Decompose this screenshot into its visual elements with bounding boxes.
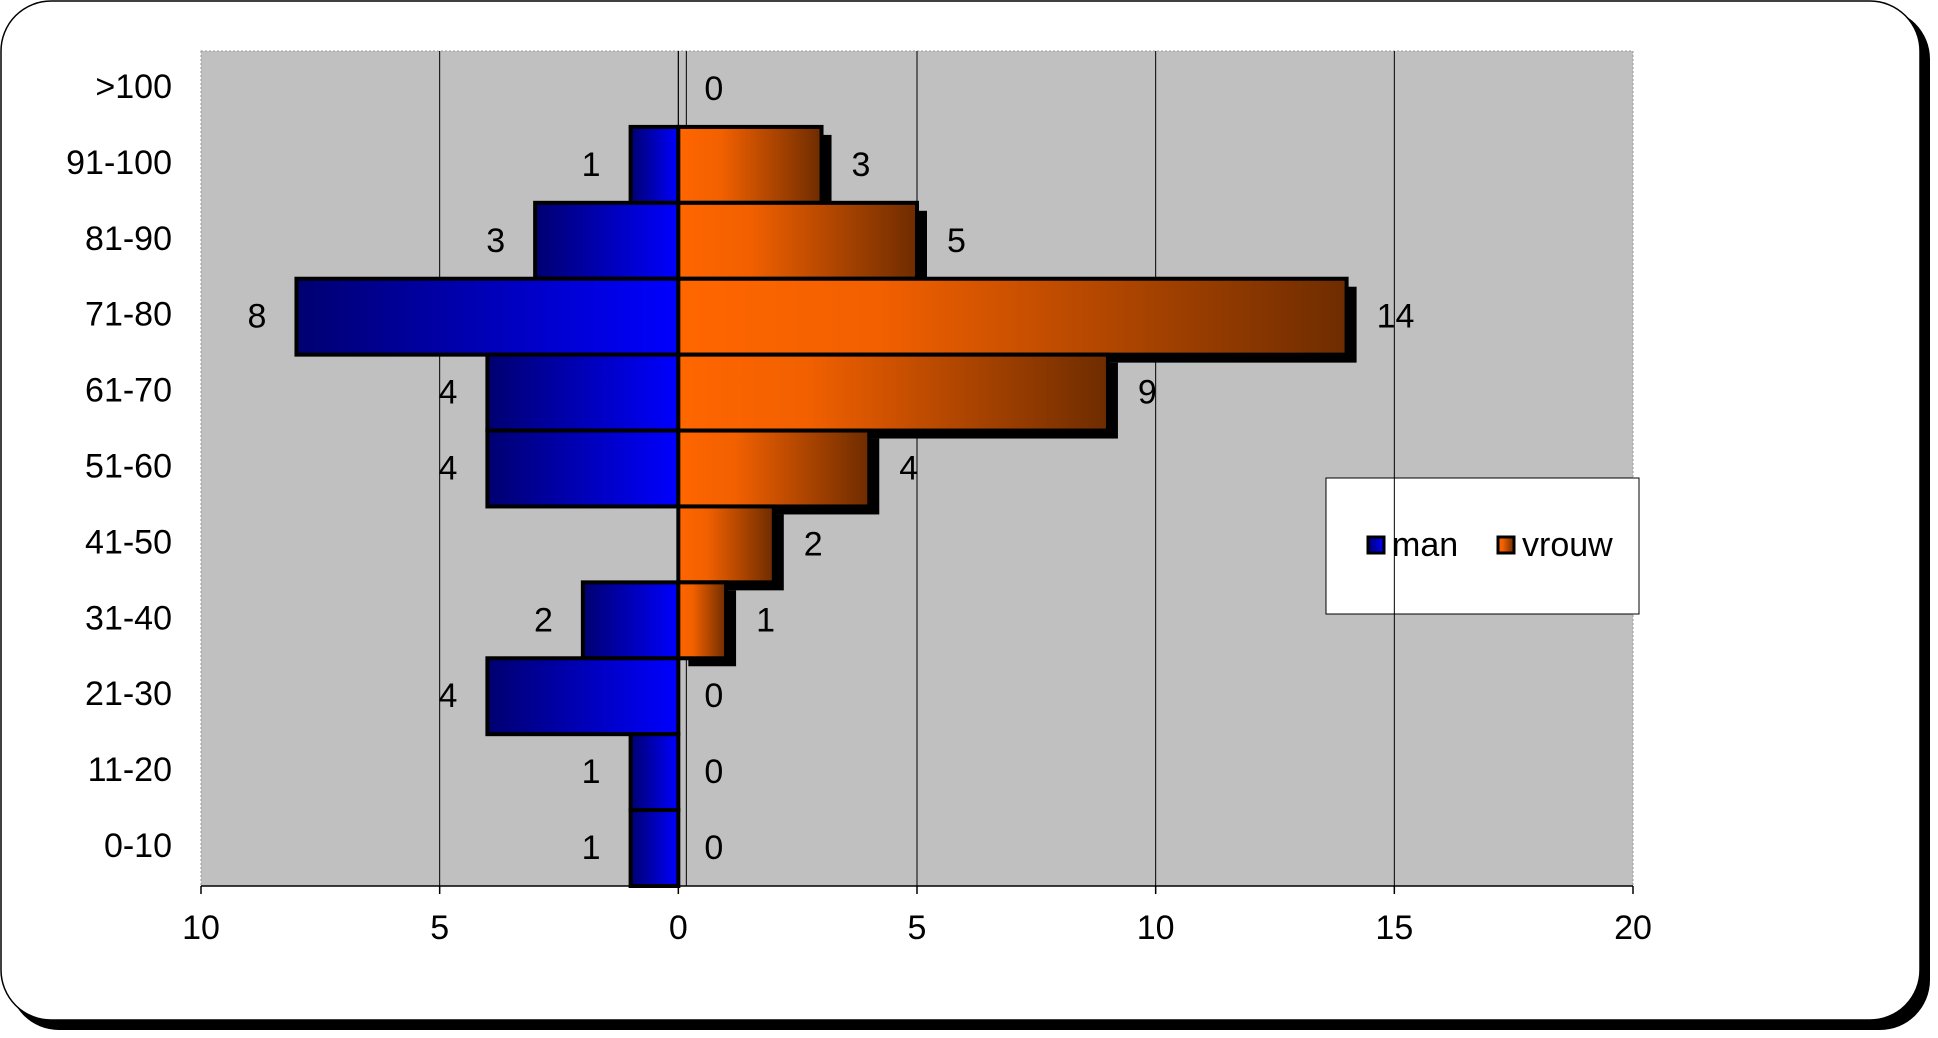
y-tick-label: 41-50 xyxy=(85,523,172,561)
value-label: 0 xyxy=(704,70,723,108)
x-tick-label: 5 xyxy=(908,909,927,947)
bar xyxy=(676,124,824,205)
bar xyxy=(676,352,1110,433)
bar xyxy=(676,580,729,661)
x-tick-label: 20 xyxy=(1614,909,1652,947)
value-label: 1 xyxy=(582,829,601,867)
bar xyxy=(628,732,681,813)
value-label: 0 xyxy=(704,829,723,867)
value-label: 2 xyxy=(534,601,553,639)
legend-swatch xyxy=(1366,535,1386,555)
y-tick-label: 31-40 xyxy=(85,599,172,637)
value-label: 3 xyxy=(852,146,871,184)
value-label: 4 xyxy=(438,374,457,412)
x-tick-label: 10 xyxy=(1137,909,1175,947)
y-tick-label: 21-30 xyxy=(85,675,172,713)
bar xyxy=(580,580,681,661)
y-tick-label: 11-20 xyxy=(88,751,172,789)
legend-swatch xyxy=(1496,535,1516,555)
value-label: 1 xyxy=(756,601,775,639)
y-tick-label: 91-100 xyxy=(66,144,172,182)
y-tick-label: 61-70 xyxy=(85,372,172,410)
y-tick-label: 0-10 xyxy=(104,827,172,865)
legend: man vrouw xyxy=(1325,477,1640,615)
bar xyxy=(485,352,681,433)
value-label: 1 xyxy=(582,753,601,791)
legend-label: vrouw xyxy=(1522,526,1613,564)
bar xyxy=(628,808,681,888)
value-label: 9 xyxy=(1138,374,1157,412)
value-label: 5 xyxy=(947,222,966,260)
x-tick-label: 10 xyxy=(182,909,220,947)
y-tick-label: 71-80 xyxy=(85,296,172,334)
x-tick-label: 0 xyxy=(669,909,688,947)
value-label: 14 xyxy=(1377,298,1415,336)
bar xyxy=(628,124,681,205)
bar xyxy=(676,276,1349,357)
y-tick-label: 51-60 xyxy=(85,447,172,485)
value-label: 4 xyxy=(438,449,457,487)
bar xyxy=(676,504,776,585)
bar xyxy=(485,656,681,737)
value-label: 3 xyxy=(486,222,505,260)
value-label: 4 xyxy=(438,677,457,715)
value-label: 1 xyxy=(582,146,601,184)
y-tick-label: 81-90 xyxy=(85,220,172,258)
x-tick-label: 5 xyxy=(430,909,449,947)
bar xyxy=(533,200,681,281)
value-label: 0 xyxy=(704,753,723,791)
bar xyxy=(485,428,681,509)
legend-label: man xyxy=(1392,526,1458,564)
bar xyxy=(676,200,919,281)
y-tick-label: >100 xyxy=(95,68,172,106)
x-tick-label: 15 xyxy=(1375,909,1413,947)
bar xyxy=(294,276,681,357)
value-label: 2 xyxy=(804,525,823,563)
value-label: 0 xyxy=(704,677,723,715)
value-label: 8 xyxy=(248,298,267,336)
value-label: 4 xyxy=(899,449,918,487)
bar xyxy=(676,428,872,509)
